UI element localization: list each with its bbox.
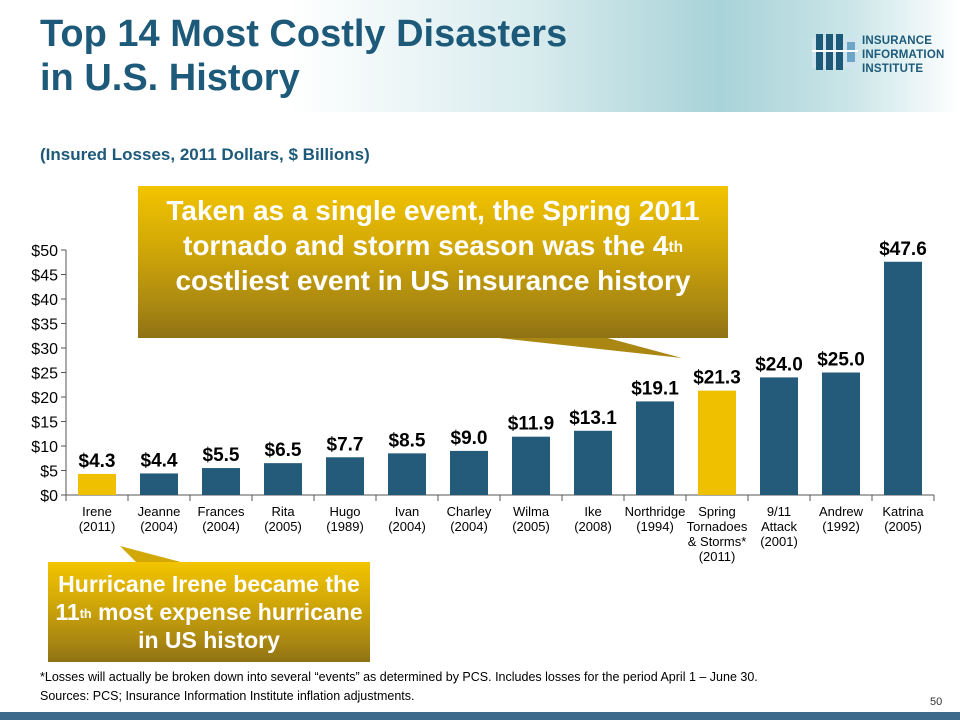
x-tick-label: & Storms*: [688, 534, 747, 549]
data-label: $4.4: [141, 450, 178, 471]
irene-callout: Hurricane Irene became the 11th most exp…: [48, 562, 370, 662]
x-tick-label: (1989): [326, 519, 364, 534]
x-tick-label: (2004): [388, 519, 426, 534]
y-tick-label: $50: [31, 243, 58, 260]
x-tick-label: (1992): [822, 519, 860, 534]
y-tick-label: $45: [31, 268, 58, 285]
footer-bar: [0, 712, 960, 720]
bar: [698, 390, 736, 495]
header-band: [0, 0, 960, 112]
x-tick-label: Katrina: [882, 504, 924, 519]
data-label: $5.5: [203, 445, 240, 466]
spring-callout-pointer: [480, 336, 682, 358]
data-label: $11.9: [508, 414, 555, 435]
bar: [760, 377, 798, 495]
bar: [78, 473, 116, 495]
footnote-line-1: *Losses will actually be broken down int…: [40, 670, 758, 684]
x-tick-label: (2005): [512, 519, 550, 534]
page-title: Top 14 Most Costly Disasters in U.S. His…: [40, 12, 567, 100]
data-label: $7.7: [327, 434, 364, 455]
data-label: $24.0: [755, 354, 803, 375]
logo-line-2: INFORMATION: [862, 49, 945, 61]
page-number: 50: [930, 696, 943, 708]
irene-callout-pointer: [120, 546, 196, 566]
bar: [140, 473, 178, 495]
x-tick-label: Jeanne: [138, 504, 181, 519]
y-tick-label: $20: [31, 390, 58, 407]
iii-logo-icon: [812, 34, 858, 70]
x-tick-label: Attack: [761, 519, 798, 534]
bar: [326, 457, 364, 495]
callout-main-text-1: Taken as a single event, the Spring 2011…: [166, 195, 700, 261]
page-title-line-2: in U.S. History: [40, 57, 300, 99]
data-label: $8.5: [389, 430, 426, 451]
x-tick-label: (2008): [574, 519, 612, 534]
x-tick-label: Andrew: [819, 504, 864, 519]
bar: [822, 372, 860, 495]
bar: [884, 261, 922, 495]
y-tick-label: $15: [31, 415, 58, 432]
bar: [388, 453, 426, 495]
y-tick-label: $25: [31, 366, 58, 383]
callout-main-text-2: costliest event in US insurance history: [175, 265, 691, 296]
x-tick-label: Hugo: [329, 504, 360, 519]
x-tick-label: Spring: [698, 504, 736, 519]
x-tick-label: (2011): [699, 549, 736, 564]
callout-irene-text-2: most expense hurricane in US history: [91, 599, 363, 653]
iii-logo: INSURANCE INFORMATION INSTITUTE: [812, 32, 952, 78]
bar: [512, 436, 550, 495]
x-tick-label: (2005): [264, 519, 302, 534]
callout-irene-sup: th: [79, 607, 92, 621]
y-tick-label: $40: [31, 292, 58, 309]
x-tick-label: (2001): [760, 534, 798, 549]
x-tick-label: Irene: [82, 504, 112, 519]
footnote: *Losses will actually be broken down int…: [40, 668, 758, 706]
bar: [450, 450, 488, 495]
logo-line-1: INSURANCE: [862, 35, 933, 47]
callout-irene-text-1: Hurricane Irene became the 11: [55, 571, 360, 625]
data-label: $4.3: [79, 451, 116, 472]
callout-main-sup: th: [668, 239, 683, 256]
y-tick-label: $10: [31, 439, 58, 456]
logo-line-3: INSTITUTE: [862, 63, 924, 75]
x-tick-label: (2004): [140, 519, 178, 534]
x-tick-label: 9/11: [767, 504, 791, 519]
x-tick-label: Wilma: [513, 504, 550, 519]
data-label: $6.5: [265, 440, 302, 461]
y-tick-label: $5: [40, 464, 58, 481]
bar: [574, 430, 612, 495]
x-tick-label: (2005): [884, 519, 922, 534]
bar: [636, 401, 674, 495]
data-label: $21.3: [693, 368, 741, 389]
x-tick-label: (2004): [202, 519, 240, 534]
x-tick-label: Charley: [447, 504, 492, 519]
page-title-line-1: Top 14 Most Costly Disasters: [40, 13, 568, 55]
y-tick-label: $30: [31, 341, 58, 358]
x-tick-label: Northridge: [625, 504, 686, 519]
x-tick-label: Ike: [584, 504, 601, 519]
x-tick-label: Ivan: [395, 504, 420, 519]
spring-tornado-callout: Taken as a single event, the Spring 2011…: [138, 186, 728, 338]
y-tick-label: $0: [40, 488, 58, 505]
x-tick-label: (2011): [79, 519, 116, 534]
data-label: $19.1: [631, 378, 679, 399]
x-tick-label: (2004): [450, 519, 488, 534]
bar: [202, 468, 240, 495]
data-label: $25.0: [817, 350, 865, 371]
y-tick-label: $35: [31, 317, 58, 334]
x-tick-label: Rita: [271, 504, 295, 519]
bar: [264, 463, 302, 495]
chart-subtitle: (Insured Losses, 2011 Dollars, $ Billion…: [40, 145, 370, 164]
data-label: $47.6: [879, 239, 927, 260]
x-tick-label: (1994): [636, 519, 674, 534]
data-label: $9.0: [451, 428, 488, 449]
x-tick-label: Tornadoes: [687, 519, 748, 534]
iii-logo-text: INSURANCE INFORMATION INSTITUTE: [862, 34, 944, 76]
footnote-sources: Sources: PCS; Insurance Information Inst…: [40, 689, 415, 703]
data-label: $13.1: [569, 408, 617, 429]
x-tick-label: Frances: [198, 504, 245, 519]
